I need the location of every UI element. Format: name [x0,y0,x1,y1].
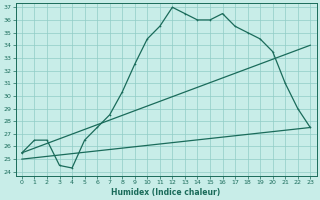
X-axis label: Humidex (Indice chaleur): Humidex (Indice chaleur) [111,188,221,197]
